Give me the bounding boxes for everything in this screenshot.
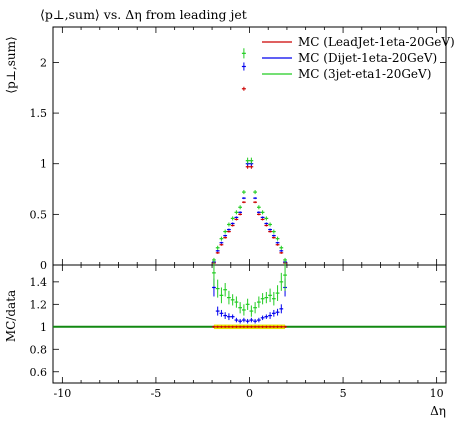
y-tick-label: 0.8 <box>30 343 48 356</box>
y-tick-label: 1.2 <box>30 298 48 311</box>
series-0 <box>212 164 287 264</box>
x-tick-label: 0 <box>246 387 253 400</box>
plot-frame <box>52 264 447 384</box>
legend-label: MC (LeadJet-1eta-20GeV) <box>298 35 455 49</box>
x-tick-label: 10 <box>430 387 444 400</box>
y-tick-label: 2 <box>40 56 47 69</box>
legend-label: MC (Dijet-1eta-20GeV) <box>298 51 437 65</box>
y-tick-label: 0 <box>40 259 47 272</box>
x-tick-label: -5 <box>151 387 162 400</box>
chart-title: ⟨p⊥,sum⟩ vs. Δη from leading jet <box>40 7 247 22</box>
ratio-y-axis-label: MC/data <box>4 290 18 342</box>
series-1 <box>212 278 287 324</box>
ratio-panel: -10 -5 0 5 10 0.6 0.8 1 1.2 1.4 <box>30 259 447 400</box>
series-0 <box>212 325 287 328</box>
legend-label: MC (3jet-eta1-20GeV) <box>298 67 431 81</box>
y-tick-label: 1.5 <box>30 107 48 120</box>
legend: MC (LeadJet-1eta-20GeV) MC (Dijet-1eta-20… <box>262 35 455 81</box>
series-2 <box>212 157 287 262</box>
y-tick-label: 0.5 <box>30 208 48 221</box>
main-y-axis-label: ⟨p⊥,sum⟩ <box>4 36 18 93</box>
y-tick-label: 0.6 <box>30 366 48 379</box>
x-tick-label: -10 <box>53 387 71 400</box>
x-axis-label: Δη <box>430 404 446 418</box>
y-tick-label: 1.4 <box>30 276 48 289</box>
y-tick-label: 1 <box>40 321 47 334</box>
series-1 <box>212 161 287 263</box>
series-2 <box>212 259 287 317</box>
y-tick-label: 1 <box>40 158 47 171</box>
x-tick-label: 5 <box>340 387 347 400</box>
